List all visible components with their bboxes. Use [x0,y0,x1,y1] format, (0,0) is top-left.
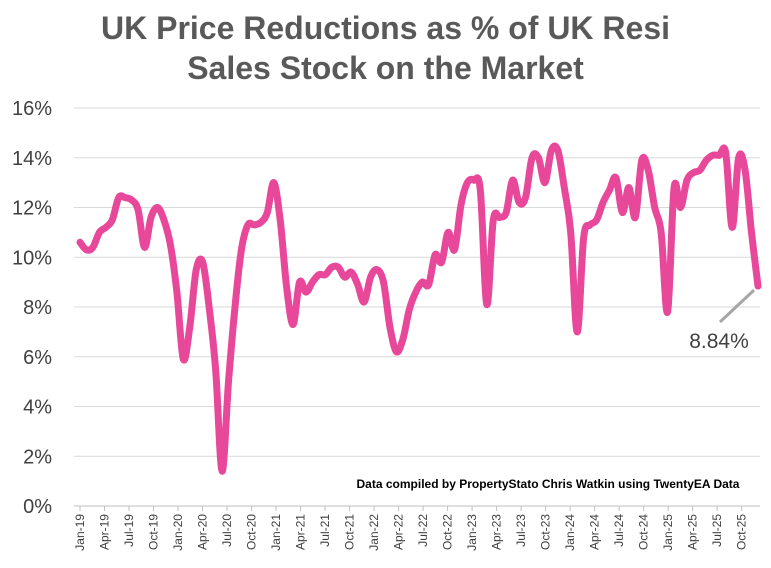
x-tick-label: Jul-19 [122,514,136,547]
x-axis-tick-labels: Jan-19 Apr-19 Jul-19 Oct-19 Jan-20 Apr-20 Jul-… [73,514,749,551]
y-tick-label: 6% [23,347,52,369]
series-lines [76,142,762,475]
y-tick-label: 0% [23,496,52,518]
x-tick-label: Apr-23 [490,514,504,550]
y-tick-label: 4% [23,397,52,419]
x-tick-label: Jan-22 [367,514,381,551]
x-tick-label: Oct-24 [637,514,651,550]
series-line [76,142,762,475]
x-axis [74,505,760,511]
x-tick-label: Jul-25 [710,514,724,547]
x-tick-label: Jul-21 [318,514,332,547]
x-tick-label: Jul-20 [220,514,234,547]
x-tick-label: Jan-21 [269,514,283,551]
y-axis-tick-labels: 0% 2% 4% 6% 8% 10% 12% 14% 16% [12,98,52,518]
x-tick-label: Jan-20 [171,514,185,551]
x-tick-label: Oct-21 [343,514,357,550]
y-tick-label: 10% [12,247,52,269]
x-tick-label: Apr-25 [686,514,700,550]
x-tick-label: Jan-19 [73,514,87,551]
x-tick-label: Apr-20 [196,514,210,550]
x-tick-label: Jul-24 [612,514,626,547]
chart-title-line-2: Sales Stock on the Market [187,50,584,86]
y-tick-label: 16% [12,98,52,120]
x-tick-label: Jan-25 [661,514,675,551]
x-tick-label: Apr-21 [294,514,308,550]
callout-label: 8.84% [689,330,749,353]
x-tick-label: Apr-19 [98,514,112,550]
callout-leader-line [718,289,756,324]
chart-title-line-1: UK Price Reductions as % of UK Resi [100,10,671,46]
x-tick-label: Jul-23 [514,514,528,547]
annotations: Data compiled by PropertyStato Chris Wat… [357,289,756,491]
x-tick-label: Jan-24 [563,514,577,551]
x-tick-label: Apr-24 [588,514,602,550]
x-tick-label: Jan-23 [465,514,479,551]
x-tick-label: Oct-25 [735,514,749,550]
x-tick-label: Oct-19 [147,514,161,550]
y-tick-label: 8% [23,297,52,319]
y-tick-label: 12% [12,198,52,220]
y-tick-label: 14% [12,148,52,170]
y-tick-label: 2% [23,446,52,468]
x-tick-label: Oct-23 [539,514,553,550]
x-tick-label: Apr-22 [392,514,406,550]
source-note: Data compiled by PropertyStato Chris Wat… [357,477,740,491]
x-tick-label: Oct-22 [441,514,455,550]
x-tick-label: Oct-20 [245,514,259,550]
x-tick-label: Jul-22 [416,514,430,547]
chart-title: UK Price Reductions as % of UK Resi Sale… [0,8,771,88]
